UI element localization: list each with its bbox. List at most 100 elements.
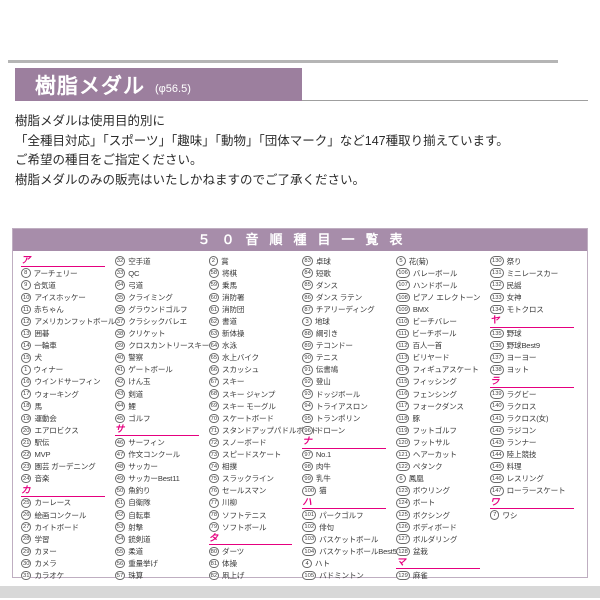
table-column: ア 8 アーチェリー 9 合気道 10 アイスホッケー 11 赤ちゃん 12 アメリカンフットボール…: [21, 255, 115, 582]
item-number: 112: [396, 340, 410, 351]
item-label: スケートボード: [222, 413, 274, 423]
item-label: 重量挙げ: [128, 558, 158, 568]
list-item: 137 ヨーヨー: [489, 352, 584, 364]
list-item: 65 水上バイク: [208, 352, 303, 364]
item-label: ランナー: [506, 437, 537, 447]
list-item: 81 体操: [208, 557, 303, 569]
item-label: 凧上げ: [222, 570, 245, 580]
item-number: 114: [396, 365, 410, 375]
item-label: セールスマン: [222, 486, 267, 496]
item-label: サーフィン: [128, 437, 165, 447]
item-label: スタンドアップパドルボード: [222, 425, 319, 435]
item-label: ダンス ラテン: [315, 292, 362, 302]
list-item: 13 囲碁: [21, 328, 115, 340]
item-number: 35: [114, 292, 126, 303]
item-number: 40: [114, 353, 126, 363]
list-item: 14 一輪車: [21, 340, 115, 352]
item-label: 料理: [506, 462, 522, 472]
list-item: 50 魚釣り: [114, 485, 209, 497]
item-label: ボクシング: [412, 510, 450, 520]
item-number: 117: [396, 401, 410, 411]
item-number: 111: [396, 328, 409, 339]
item-number: 60: [208, 292, 220, 303]
list-item: 57 珠算: [114, 569, 209, 581]
item-label: ボディボード: [412, 522, 457, 532]
item-number: 39: [114, 340, 126, 351]
list-item: 87 チアリーディング: [302, 303, 396, 315]
list-item: 1 ウィナー: [21, 364, 115, 376]
item-label: ラクロス: [506, 401, 537, 411]
item-number: 70: [208, 413, 220, 424]
list-item: 92 登山: [302, 376, 396, 388]
intro-line: ご希望の種目をご指定ください。: [15, 153, 203, 167]
list-item: 82 凧上げ: [208, 569, 303, 581]
item-number: 5: [396, 256, 406, 266]
list-item: 56 重量挙げ: [114, 557, 209, 569]
list-item: 6 鳳凰: [396, 473, 490, 485]
item-number: 47: [114, 449, 126, 460]
item-number: 57: [114, 570, 126, 581]
item-number: 123: [396, 486, 410, 496]
item-label: ドローン: [315, 425, 346, 435]
item-number: 36: [114, 304, 126, 315]
list-item: 48 サッカー: [114, 461, 209, 473]
item-number: 27: [21, 522, 32, 532]
item-label: 警察: [128, 353, 144, 363]
item-number: 37: [114, 316, 126, 327]
item-number: 120: [396, 437, 410, 448]
table-columns: ア 8 アーチェリー 9 合気道 10 アイスホッケー 11 赤ちゃん 12 アメリカンフットボール…: [13, 251, 587, 582]
list-item: 52 自転車: [114, 509, 209, 521]
item-label: 短歌: [315, 268, 331, 278]
item-label: アイスホッケー: [34, 292, 86, 302]
item-number: 106: [396, 268, 410, 278]
item-number: 92: [302, 377, 313, 387]
list-item: 122 ペタンク: [396, 461, 490, 473]
item-label: カメラ: [34, 558, 57, 568]
list-item: 129 麻雀: [396, 569, 490, 581]
list-item: 119 フットゴルフ: [396, 424, 490, 436]
item-label: ペタンク: [412, 462, 443, 472]
item-number: 64: [208, 340, 220, 351]
list-item: 33 QC: [114, 267, 209, 279]
list-item: 11 赤ちゃん: [21, 303, 115, 315]
item-number: 7: [489, 510, 500, 520]
list-item: 136 野球Best9: [489, 340, 584, 352]
list-item: 84 短歌: [302, 267, 396, 279]
item-number: 8: [21, 268, 31, 278]
list-item: 63 新体操: [208, 328, 303, 340]
list-item: 102 俳句: [302, 521, 396, 533]
item-label: MVP: [34, 450, 51, 460]
section-header: ア: [21, 255, 105, 268]
item-number: 79: [208, 522, 220, 532]
item-label: 魚釣り: [128, 486, 151, 496]
item-label: ビーチボール: [412, 329, 457, 339]
section-header: ワ: [489, 497, 574, 509]
item-number: 16: [21, 377, 32, 387]
item-number: 95: [302, 413, 313, 424]
list-item: 45 ゴルフ: [114, 412, 209, 424]
item-number: 10: [21, 292, 32, 303]
list-item: 96 ドローン: [302, 424, 396, 436]
item-label: ラグビー: [506, 389, 537, 399]
item-label: 一輪車: [34, 341, 57, 351]
item-number: 142: [489, 425, 504, 436]
item-number: 124: [396, 498, 410, 508]
list-item: 106 バレーボール: [396, 267, 490, 279]
item-number: 109: [396, 304, 410, 315]
item-number: 49: [114, 473, 126, 484]
item-label: ゲートボール: [128, 365, 173, 375]
list-item: 24 音楽: [21, 473, 115, 485]
section-header: ラ: [489, 376, 574, 389]
item-label: ラクロス(女): [506, 413, 549, 423]
item-number: 63: [208, 328, 220, 339]
item-number: 85: [302, 280, 313, 290]
item-number: 83: [302, 256, 313, 266]
list-item: 61 消防団: [208, 303, 303, 315]
list-item: 115 フィッシング: [396, 376, 490, 388]
item-label: クラシックバレエ: [128, 317, 187, 327]
item-number: 104: [302, 546, 317, 557]
item-label: 書道: [222, 317, 237, 327]
list-item: 36 グラウンドゴルフ: [114, 303, 209, 315]
list-item: 97 No.1: [302, 449, 396, 461]
